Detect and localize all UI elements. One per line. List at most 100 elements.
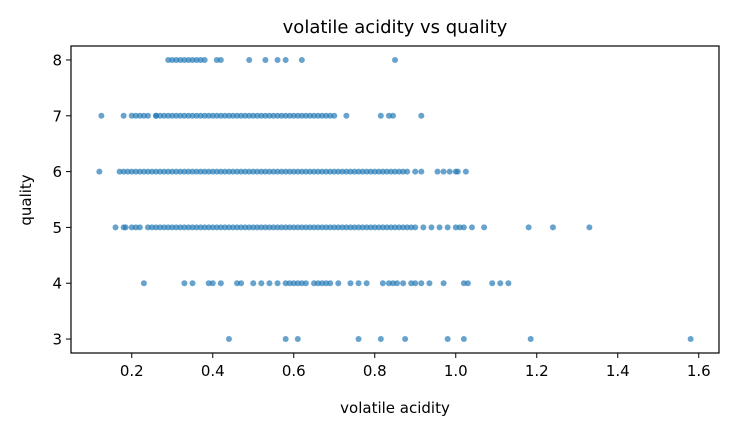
points-layer bbox=[96, 56, 694, 343]
data-point bbox=[238, 280, 245, 287]
data-point bbox=[282, 336, 289, 343]
data-point bbox=[347, 280, 354, 287]
data-point bbox=[392, 56, 398, 63]
data-point bbox=[120, 112, 127, 119]
data-point bbox=[527, 336, 534, 343]
data-point bbox=[379, 280, 386, 287]
data-point bbox=[400, 280, 407, 287]
data-point bbox=[481, 224, 488, 231]
data-point bbox=[497, 280, 504, 287]
data-point bbox=[335, 280, 342, 287]
data-point bbox=[404, 168, 411, 175]
data-point bbox=[355, 280, 362, 287]
x-tick-label: 0.8 bbox=[363, 362, 387, 380]
data-point bbox=[250, 280, 257, 287]
y-tick-label: 6 bbox=[52, 163, 62, 181]
data-point bbox=[426, 280, 433, 287]
data-point bbox=[389, 112, 396, 119]
data-point bbox=[505, 280, 512, 287]
data-point bbox=[217, 56, 224, 63]
data-point bbox=[586, 224, 593, 231]
data-point bbox=[412, 224, 419, 231]
data-point bbox=[436, 224, 443, 231]
data-point bbox=[274, 280, 281, 287]
y-tick-label: 7 bbox=[52, 107, 62, 125]
data-point bbox=[420, 224, 427, 231]
data-point bbox=[446, 168, 453, 175]
data-point bbox=[440, 168, 447, 175]
x-tick-label: 1.4 bbox=[606, 362, 630, 380]
data-point bbox=[294, 336, 301, 343]
plot-frame bbox=[70, 45, 720, 354]
y-tick-label: 4 bbox=[52, 275, 62, 293]
data-point bbox=[454, 168, 461, 175]
data-point bbox=[460, 224, 467, 231]
y-tick-label: 8 bbox=[52, 51, 62, 69]
x-tick-label: 0.2 bbox=[120, 362, 144, 380]
data-point bbox=[225, 336, 232, 343]
data-point bbox=[377, 336, 384, 343]
y-tick-label: 3 bbox=[52, 331, 62, 349]
y-axis: 3 4 5 6 7 8 bbox=[52, 51, 71, 349]
data-point bbox=[282, 56, 289, 63]
data-point bbox=[460, 336, 467, 343]
x-tick-label: 1.6 bbox=[687, 362, 711, 380]
data-point bbox=[462, 168, 469, 175]
data-point bbox=[468, 224, 475, 231]
x-axis: 0.2 0.4 0.6 0.8 1.0 1.2 1.4 1.6 bbox=[120, 353, 711, 380]
data-point bbox=[262, 56, 269, 63]
x-tick-label: 1.2 bbox=[525, 362, 549, 380]
data-point bbox=[112, 224, 119, 231]
data-point bbox=[434, 168, 441, 175]
data-point bbox=[464, 280, 471, 287]
data-point bbox=[98, 112, 105, 119]
data-point bbox=[122, 224, 129, 231]
data-point bbox=[418, 112, 425, 119]
x-tick-label: 1.0 bbox=[444, 362, 468, 380]
data-point bbox=[418, 168, 425, 175]
data-point bbox=[246, 56, 253, 63]
data-point bbox=[440, 280, 447, 287]
data-point bbox=[144, 112, 151, 119]
data-point bbox=[217, 280, 224, 287]
data-point bbox=[140, 280, 147, 287]
data-point bbox=[302, 280, 309, 287]
data-point bbox=[549, 224, 556, 231]
chart-title: volatile acidity vs quality bbox=[283, 17, 508, 38]
data-point bbox=[258, 280, 265, 287]
data-point bbox=[96, 168, 103, 175]
x-axis-title: volatile acidity bbox=[340, 399, 450, 417]
data-point bbox=[331, 112, 338, 119]
data-point bbox=[153, 112, 160, 119]
data-point bbox=[355, 336, 362, 343]
data-point bbox=[298, 56, 305, 63]
data-point bbox=[444, 224, 451, 231]
data-point bbox=[201, 56, 208, 63]
y-tick-label: 5 bbox=[52, 219, 62, 237]
x-tick-label: 0.4 bbox=[201, 362, 225, 380]
data-point bbox=[412, 280, 419, 287]
data-point bbox=[274, 56, 281, 63]
data-point bbox=[687, 336, 694, 343]
data-point bbox=[412, 168, 419, 175]
x-tick-label: 0.6 bbox=[282, 362, 306, 380]
data-point bbox=[377, 112, 384, 119]
data-point bbox=[266, 280, 273, 287]
data-point bbox=[444, 336, 451, 343]
data-point bbox=[402, 336, 409, 343]
y-axis-title: quality bbox=[17, 174, 35, 225]
data-point bbox=[136, 224, 143, 231]
data-point bbox=[343, 112, 350, 119]
data-point bbox=[418, 280, 425, 287]
data-point bbox=[327, 280, 334, 287]
data-point bbox=[189, 280, 196, 287]
data-point bbox=[525, 224, 532, 231]
data-point bbox=[394, 280, 401, 287]
data-point bbox=[489, 280, 496, 287]
data-point bbox=[181, 280, 188, 287]
data-point bbox=[428, 224, 435, 231]
data-point bbox=[363, 280, 370, 287]
data-point bbox=[209, 280, 216, 287]
